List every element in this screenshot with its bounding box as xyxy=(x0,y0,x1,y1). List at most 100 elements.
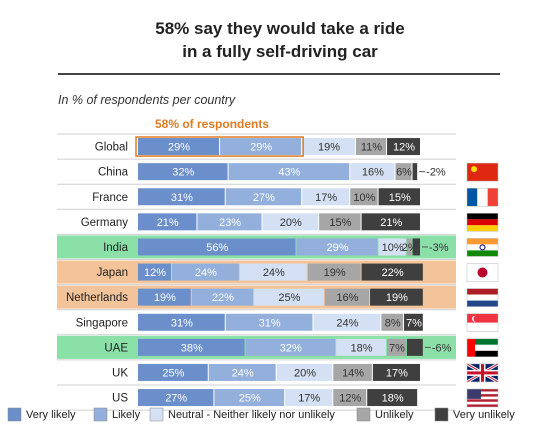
bar-label-us-very-likely: 27% xyxy=(165,393,187,405)
bar-netherlands-very-unlikely xyxy=(370,288,423,306)
bar-label-germany-very-likely: 21% xyxy=(157,217,179,229)
chart-title-line-2: in a fully self-driving car xyxy=(182,42,378,61)
india-flag-icon xyxy=(466,238,499,257)
bar-uk-unlikely xyxy=(333,363,372,381)
bar-japan-very-likely xyxy=(138,263,171,281)
bar-singapore-very-likely xyxy=(138,313,225,331)
legend-swatch-likely xyxy=(93,407,108,422)
category-label-japan: Japan xyxy=(97,267,128,279)
bar-label-global-very-likely: 29% xyxy=(168,142,190,154)
chart-title-line-1: 58% say they would take a ride xyxy=(155,19,405,38)
bar-japan-neutral-neither-likely-nor-unlikely xyxy=(239,263,307,281)
bar-label-germany-unlikely: 15% xyxy=(329,217,351,229)
bar-france-neutral-neither-likely-nor-unlikely xyxy=(302,188,350,206)
bar-label-global-likely: 29% xyxy=(250,142,272,154)
legend-swatch-neutral-neither-likely-nor-unlikely xyxy=(149,407,164,422)
global-annotation-box xyxy=(135,136,304,157)
bar-uae-unlikely xyxy=(387,338,406,356)
bar-label-netherlands-neutral-neither-likely-nor-unlikely: 25% xyxy=(278,292,300,304)
bar-label-germany-very-unlikely: 21% xyxy=(380,217,402,229)
bar-label-france-very-likely: 31% xyxy=(171,192,193,204)
bar-netherlands-neutral-neither-likely-nor-unlikely xyxy=(254,288,324,306)
category-label-netherlands: Netherlands xyxy=(66,292,128,304)
bar-label-china-neutral-neither-likely-nor-unlikely: 16% xyxy=(362,167,384,179)
bar-label-uk-very-likely: 25% xyxy=(162,367,184,379)
bar-india-very-likely xyxy=(138,238,296,256)
bar-uae-very-unlikely xyxy=(406,338,423,356)
legend-label-neutral-neither-likely-nor-unlikely: Neutral - Neither likely nor unlikely xyxy=(168,409,335,421)
legend-swatch-very-unlikely xyxy=(434,407,449,422)
bar-uk-likely xyxy=(208,363,276,381)
bar-label-netherlands-unlikely: 16% xyxy=(336,292,358,304)
bar-label-germany-neutral-neither-likely-nor-unlikely: 20% xyxy=(280,217,302,229)
bar-global-unlikely xyxy=(355,138,387,156)
bar-china-very-likely xyxy=(138,163,228,181)
china-flag-icon xyxy=(466,162,499,182)
bar-global-neutral-neither-likely-nor-unlikely xyxy=(302,138,355,156)
category-label-uk: UK xyxy=(112,367,128,379)
bar-label-uk-very-unlikely: 17% xyxy=(386,367,408,379)
bar-label-japan-neutral-neither-likely-nor-unlikely: 24% xyxy=(263,267,285,279)
bar-label-global-neutral-neither-likely-nor-unlikely: 19% xyxy=(318,142,340,154)
bar-china-unlikely xyxy=(395,163,412,181)
bar-global-likely xyxy=(220,138,302,156)
bar-singapore-unlikely xyxy=(381,313,404,331)
bar-label-france-neutral-neither-likely-nor-unlikely: 17% xyxy=(315,192,337,204)
bar-label-global-unlikely: 11% xyxy=(361,142,382,154)
france-flag-icon xyxy=(466,187,499,207)
bar-label-india-neutral-neither-likely-nor-unlikely: 10% xyxy=(382,242,404,254)
bar-label-us-likely: 25% xyxy=(239,393,261,405)
bar-label-us-very-unlikely: 18% xyxy=(382,393,404,405)
bar-label-singapore-very-likely: 31% xyxy=(171,317,193,329)
bar-uae-likely xyxy=(245,338,336,356)
bar-china-likely xyxy=(228,163,350,181)
legend-label-unlikely: Unlikely xyxy=(375,409,414,421)
bar-label-uk-neutral-neither-likely-nor-unlikely: 20% xyxy=(294,367,316,379)
bar-germany-neutral-neither-likely-nor-unlikely xyxy=(262,213,319,231)
bar-label-outside-india: -3% xyxy=(429,242,449,254)
bar-label-singapore-unlikely: 8% xyxy=(385,317,401,329)
bar-label-france-unlikely: 10% xyxy=(353,192,375,204)
legend-label-very-unlikely: Very unlikely xyxy=(453,409,515,421)
bar-label-singapore-neutral-neither-likely-nor-unlikely: 24% xyxy=(336,317,358,329)
bar-singapore-likely xyxy=(225,313,313,331)
bar-uae-neutral-neither-likely-nor-unlikely xyxy=(336,338,387,356)
title-divider xyxy=(58,73,500,75)
bar-netherlands-very-likely xyxy=(138,288,191,306)
singapore-flag-icon xyxy=(466,313,499,332)
bar-singapore-neutral-neither-likely-nor-unlikely xyxy=(313,313,381,331)
category-label-singapore: Singapore xyxy=(76,317,128,329)
bar-singapore-very-unlikely xyxy=(404,313,423,331)
category-label-france: France xyxy=(92,192,128,204)
bar-us-unlikely xyxy=(333,389,367,407)
bar-japan-unlikely xyxy=(307,263,361,281)
legend-swatch-unlikely xyxy=(356,407,371,422)
bar-india-unlikely xyxy=(406,238,412,256)
bar-label-china-unlikely: 6% xyxy=(396,167,412,179)
us-flag-icon xyxy=(466,388,499,408)
bar-label-france-very-unlikely: 15% xyxy=(389,192,411,204)
bar-india-very-unlikely xyxy=(412,238,420,256)
bar-global-very-likely xyxy=(138,138,220,156)
bar-label-outside-china: -2% xyxy=(426,167,446,179)
japan-flag-icon xyxy=(466,263,499,282)
legend-label-very-likely: Very likely xyxy=(26,409,76,421)
uae-flag-icon xyxy=(466,338,499,358)
bar-label-netherlands-likely: 22% xyxy=(212,292,234,304)
bar-china-neutral-neither-likely-nor-unlikely xyxy=(350,163,395,181)
bar-label-japan-unlikely: 19% xyxy=(324,267,346,279)
bar-label-netherlands-very-likely: 19% xyxy=(154,292,176,304)
bar-label-us-neutral-neither-likely-nor-unlikely: 17% xyxy=(298,393,320,405)
bar-label-germany-likely: 23% xyxy=(219,217,241,229)
bar-china-very-unlikely xyxy=(412,163,418,181)
bar-france-very-unlikely xyxy=(378,188,420,206)
category-label-uae: UAE xyxy=(104,342,128,354)
netherlands-flag-icon xyxy=(466,288,499,307)
chart-subtitle: In % of respondents per country xyxy=(58,93,236,107)
bar-france-very-likely xyxy=(138,188,225,206)
bar-label-uae-neutral-neither-likely-nor-unlikely: 18% xyxy=(351,342,373,354)
bar-japan-likely xyxy=(171,263,239,281)
bar-uk-very-likely xyxy=(138,363,208,381)
